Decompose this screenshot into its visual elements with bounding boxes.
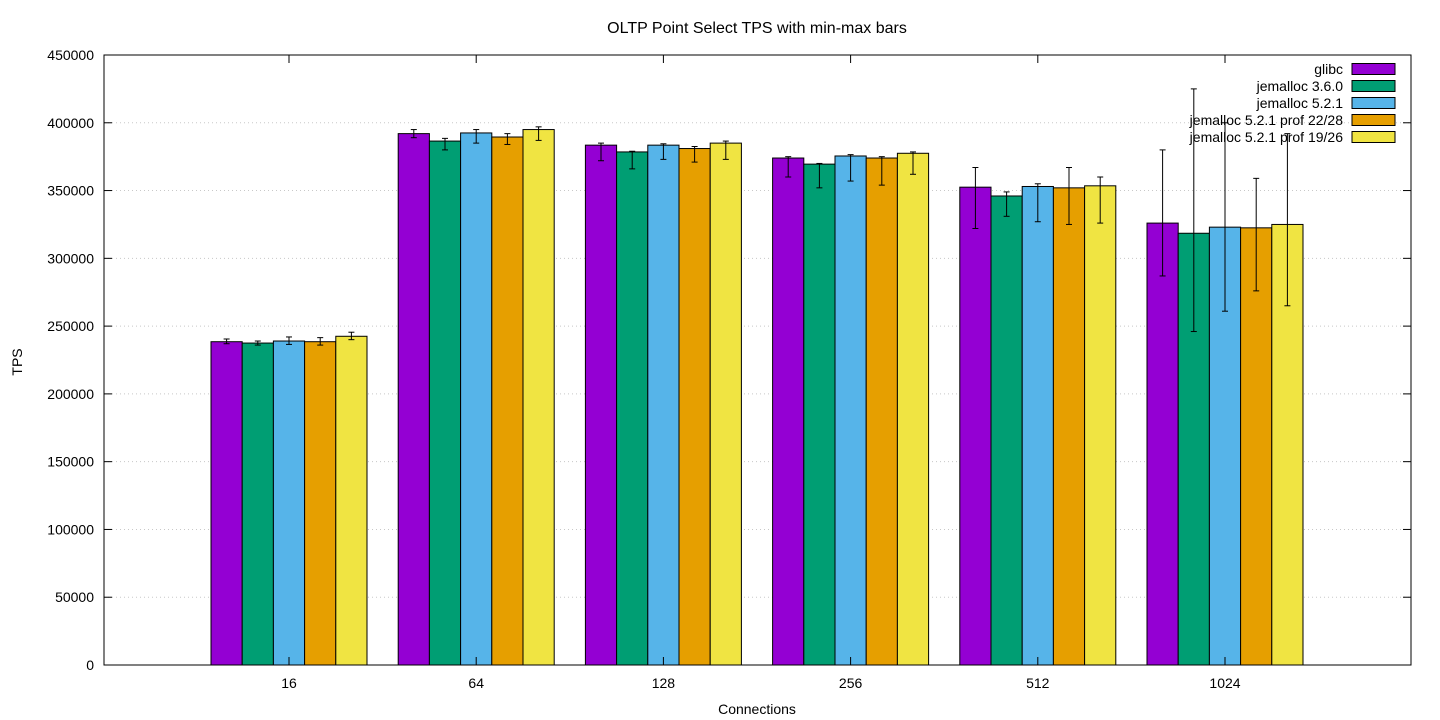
x-axis-label: Connections bbox=[718, 701, 796, 717]
bar bbox=[1240, 227, 1273, 666]
bar bbox=[616, 151, 649, 666]
y-tick-label: 50000 bbox=[55, 589, 94, 605]
bar bbox=[990, 195, 1023, 666]
y-tick-label: 100000 bbox=[47, 521, 94, 537]
bar bbox=[428, 140, 462, 666]
y-tick-label: 200000 bbox=[47, 386, 94, 402]
bar bbox=[1052, 187, 1086, 666]
bar bbox=[896, 152, 930, 666]
bar bbox=[335, 335, 368, 666]
bar bbox=[522, 129, 555, 666]
x-tick-label: 512 bbox=[1026, 675, 1050, 691]
bar bbox=[397, 133, 430, 666]
bar bbox=[678, 148, 711, 666]
legend-swatch bbox=[1351, 97, 1396, 109]
bar bbox=[1084, 185, 1117, 666]
bar bbox=[803, 163, 836, 666]
bar bbox=[959, 186, 992, 666]
bar bbox=[460, 132, 493, 666]
x-tick-label: 1024 bbox=[1209, 675, 1240, 691]
y-tick-label: 450000 bbox=[47, 47, 94, 63]
y-axis-label: TPS bbox=[9, 348, 25, 375]
legend-label: jemalloc 5.2.1 prof 19/26 bbox=[1189, 129, 1344, 145]
y-tick-label: 150000 bbox=[47, 454, 94, 470]
bar bbox=[584, 144, 618, 666]
error-bars-group bbox=[223, 88, 1291, 346]
bars-group bbox=[210, 129, 1304, 666]
plot-frame bbox=[103, 54, 1412, 666]
bar bbox=[834, 155, 867, 666]
y-axis: 0 50000 100000 150000 200000 250000 300000 3500… bbox=[47, 47, 1411, 673]
bar bbox=[1021, 185, 1054, 666]
x-axis: 16 64 128 256 512 1024 bbox=[281, 55, 1241, 691]
legend-label: glibc bbox=[1314, 61, 1343, 77]
y-tick-label: 300000 bbox=[47, 250, 94, 266]
legend-swatch bbox=[1351, 131, 1396, 143]
x-tick-label: 128 bbox=[652, 675, 676, 691]
legend-label: jemalloc 5.2.1 bbox=[1256, 95, 1344, 111]
bar bbox=[647, 144, 680, 666]
y-tick-label: 0 bbox=[86, 657, 94, 673]
bar bbox=[304, 341, 337, 666]
bar bbox=[709, 142, 742, 666]
y-tick-label: 400000 bbox=[47, 115, 94, 131]
legend-swatch bbox=[1351, 80, 1396, 92]
y-tick-label: 250000 bbox=[47, 318, 94, 334]
bar bbox=[772, 157, 805, 666]
chart-title: OLTP Point Select TPS with min-max bars bbox=[607, 20, 907, 37]
x-tick-label: 16 bbox=[281, 675, 297, 691]
bar bbox=[241, 342, 274, 666]
x-tick-label: 64 bbox=[468, 675, 484, 691]
bar bbox=[210, 341, 243, 666]
y-tick-label: 350000 bbox=[47, 183, 94, 199]
legend-swatch bbox=[1351, 63, 1396, 75]
bar bbox=[272, 340, 306, 666]
legend-swatch bbox=[1351, 114, 1396, 126]
x-tick-label: 256 bbox=[839, 675, 863, 691]
legend-label: jemalloc 5.2.1 prof 22/28 bbox=[1189, 112, 1344, 128]
bar bbox=[491, 136, 524, 666]
legend-label: jemalloc 3.6.0 bbox=[1256, 78, 1344, 94]
bar bbox=[1146, 222, 1179, 666]
bar bbox=[865, 157, 898, 666]
